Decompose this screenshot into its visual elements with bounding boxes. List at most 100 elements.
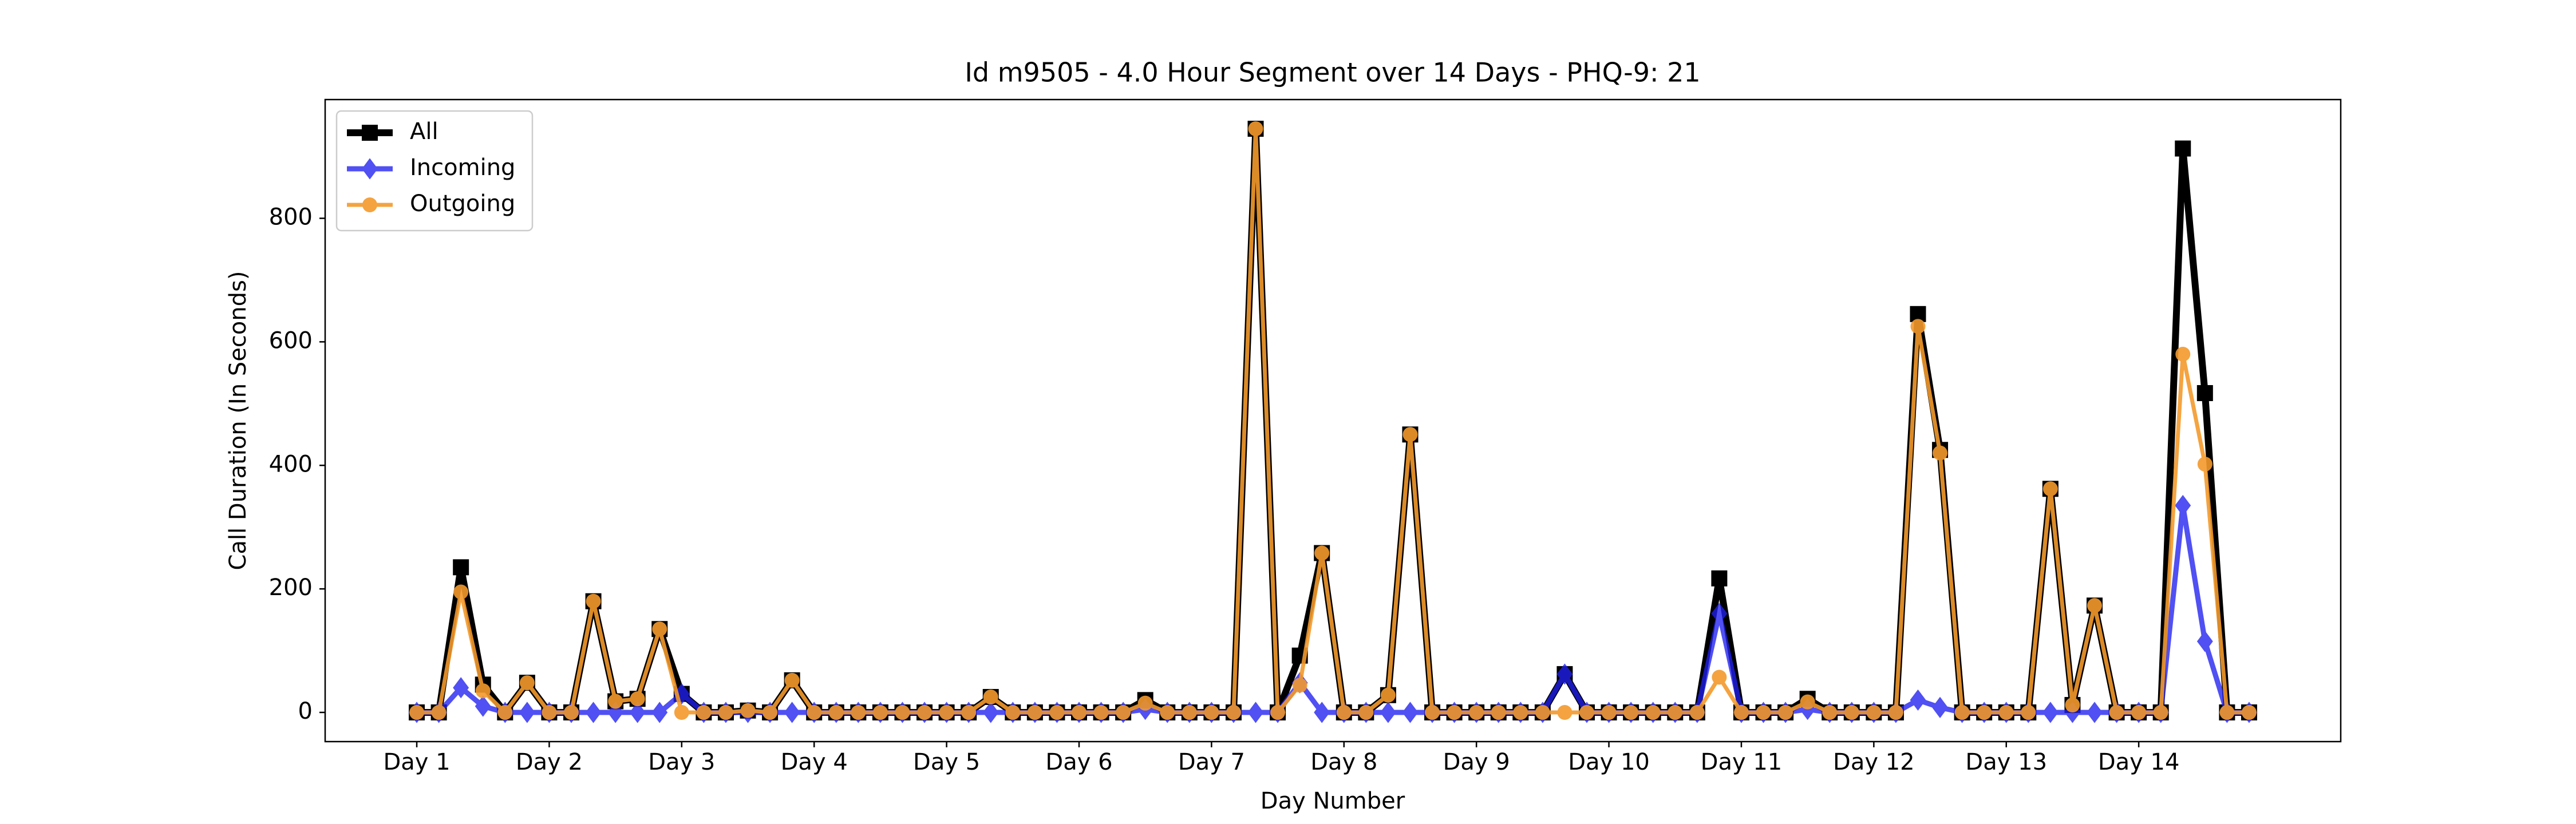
- legend-label: Outgoing: [410, 191, 515, 217]
- marker-square: [362, 125, 378, 141]
- marker-diamond: [1314, 702, 1330, 723]
- marker-circle: [1645, 705, 1661, 720]
- marker-circle: [1491, 705, 1506, 720]
- marker-square: [2175, 140, 2191, 157]
- marker-circle: [2042, 481, 2058, 497]
- marker-circle: [2175, 346, 2191, 362]
- marker-diamond: [1402, 702, 1419, 723]
- plot-frame: [324, 98, 2342, 743]
- legend-item: [347, 125, 393, 141]
- marker-circle: [1888, 705, 1903, 720]
- x-tick-label: Day 1: [383, 749, 450, 775]
- marker-diamond: [1556, 663, 1573, 685]
- marker-circle: [1535, 705, 1550, 720]
- marker-circle: [2109, 705, 2124, 720]
- marker-circle: [362, 197, 377, 212]
- marker-circle: [2087, 598, 2102, 613]
- x-axis-label: Day Number: [1261, 788, 1405, 814]
- marker-diamond: [453, 677, 469, 699]
- y-tick-label: 400: [269, 451, 313, 477]
- x-tick-label: Day 11: [1701, 749, 1783, 775]
- marker-circle: [1314, 545, 1330, 561]
- marker-circle: [1093, 705, 1109, 720]
- marker-circle: [1933, 445, 1948, 461]
- legend-label: Incoming: [410, 154, 515, 181]
- x-tick-label: Day 2: [516, 749, 583, 775]
- marker-circle: [409, 705, 425, 720]
- marker-circle: [497, 705, 513, 720]
- x-tick-label: Day 12: [1833, 749, 1915, 775]
- marker-circle: [1116, 705, 1131, 720]
- legend-box: [335, 110, 534, 232]
- marker-circle: [1447, 705, 1462, 720]
- series: [409, 121, 2257, 720]
- x-tick-label: Day 7: [1178, 749, 1245, 775]
- marker-circle: [1668, 705, 1683, 720]
- marker-circle: [674, 705, 689, 720]
- marker-diamond: [2175, 494, 2191, 517]
- x-tick-label: Day 4: [781, 749, 848, 775]
- marker-square: [453, 559, 469, 576]
- marker-circle: [1182, 705, 1197, 720]
- marker-circle: [1204, 705, 1219, 720]
- marker-diamond: [651, 702, 668, 723]
- legend-item: [347, 197, 393, 212]
- marker-circle: [1425, 705, 1440, 720]
- marker-circle: [961, 705, 977, 720]
- x-tick-label: Day 5: [913, 749, 980, 775]
- marker-circle: [1866, 705, 1882, 720]
- marker-diamond: [1910, 689, 1926, 711]
- marker-circle: [1601, 705, 1617, 720]
- marker-circle: [895, 705, 910, 720]
- marker-circle: [519, 675, 535, 691]
- marker-circle: [718, 705, 733, 720]
- marker-diamond: [784, 702, 800, 723]
- marker-circle: [431, 705, 447, 720]
- marker-circle: [1844, 705, 1859, 720]
- marker-circle: [1402, 427, 1418, 442]
- marker-circle: [851, 705, 866, 720]
- marker-diamond: [362, 158, 378, 180]
- marker-diamond: [475, 695, 491, 717]
- marker-diamond: [673, 683, 690, 705]
- marker-diamond: [1247, 702, 1264, 723]
- y-tick-label: 0: [298, 698, 313, 724]
- legend-label: All: [410, 118, 438, 145]
- marker-circle: [784, 672, 800, 688]
- marker-diamond: [2196, 631, 2213, 652]
- marker-circle: [1822, 705, 1838, 720]
- marker-circle: [1248, 121, 1263, 136]
- marker-circle: [2153, 705, 2168, 720]
- marker-circle: [2197, 457, 2212, 472]
- marker-circle: [1977, 705, 1992, 720]
- marker-circle: [696, 705, 712, 720]
- marker-circle: [1712, 670, 1727, 685]
- marker-square: [2196, 385, 2213, 401]
- marker-circle: [807, 705, 822, 720]
- x-tick-label: Day 9: [1443, 749, 1510, 775]
- marker-circle: [1778, 705, 1793, 720]
- marker-circle: [1226, 705, 1241, 720]
- marker-circle: [1513, 705, 1528, 720]
- x-tick-label: Day 13: [1965, 749, 2047, 775]
- legend-item: [347, 158, 393, 180]
- marker-circle: [1292, 678, 1307, 693]
- marker-diamond: [585, 702, 602, 723]
- marker-circle: [1336, 705, 1352, 720]
- marker-diamond: [2087, 702, 2103, 723]
- marker-circle: [2065, 698, 2080, 713]
- marker-circle: [1557, 705, 1573, 720]
- marker-circle: [652, 621, 667, 637]
- marker-diamond: [1932, 696, 1948, 718]
- marker-circle: [1137, 695, 1153, 711]
- marker-diamond: [519, 702, 535, 723]
- x-tick-label: Day 14: [2098, 749, 2180, 775]
- marker-circle: [939, 705, 954, 720]
- marker-circle: [1469, 705, 1484, 720]
- x-tick-label: Day 3: [648, 749, 715, 775]
- marker-circle: [872, 705, 888, 720]
- chart-title: Id m9505 - 4.0 Hour Segment over 14 Days…: [965, 57, 1700, 88]
- marker-square: [1711, 570, 1728, 587]
- marker-circle: [1579, 705, 1594, 720]
- y-tick-label: 200: [269, 575, 313, 601]
